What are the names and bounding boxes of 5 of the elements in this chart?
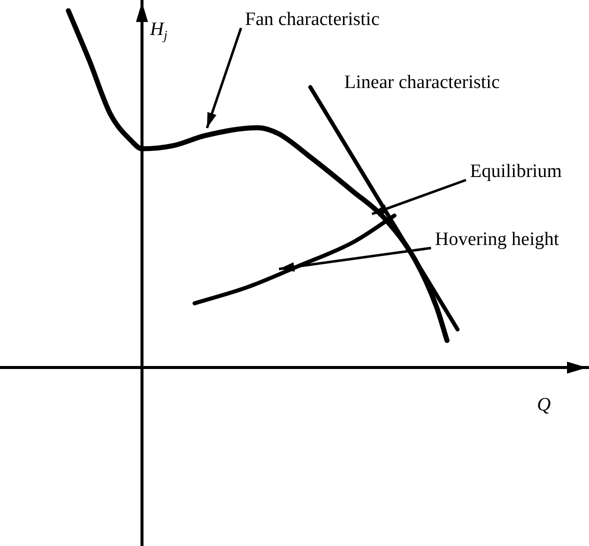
x-axis-title: Q: [537, 394, 551, 416]
text: Equilibrium: [470, 160, 562, 182]
annotation: Fan characteristic: [245, 8, 380, 30]
annotation: Hovering height: [435, 228, 560, 250]
series-label: Linear characteristic: [344, 72, 500, 94]
